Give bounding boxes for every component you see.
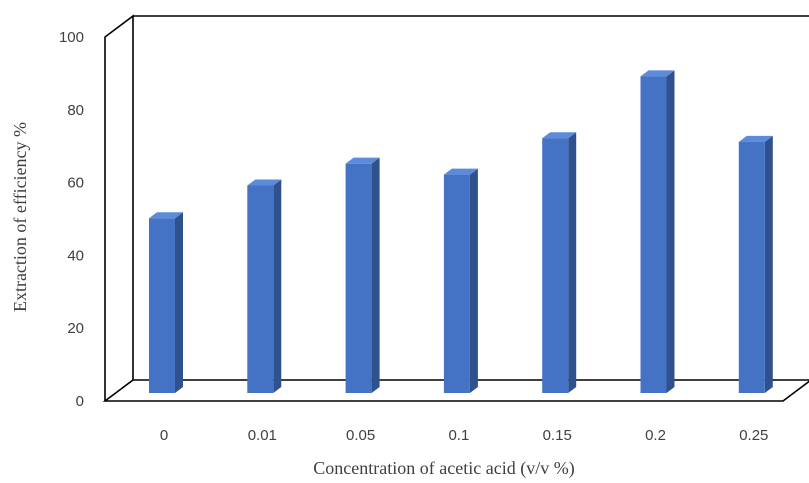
bars	[149, 70, 773, 393]
floor	[102, 379, 809, 402]
bar-front	[738, 141, 765, 393]
x-tick-label: 0.2	[645, 427, 666, 444]
x-tick-label: 0.05	[346, 427, 375, 444]
bar-side	[175, 212, 183, 393]
y-tick-label: 20	[67, 320, 84, 337]
y-axis-title: Extraction of efficiency %	[10, 122, 30, 312]
left-wall	[104, 14, 134, 401]
bar-front	[345, 163, 372, 393]
bar	[542, 132, 577, 393]
x-tick-label: 0.01	[248, 427, 277, 444]
bar-top	[738, 135, 773, 142]
bar-top	[247, 179, 282, 186]
bar-front	[640, 76, 667, 393]
x-tick-label: 0.1	[448, 427, 469, 444]
bar-front	[542, 138, 569, 393]
bar-top	[345, 157, 380, 164]
bar	[247, 179, 282, 393]
bar	[443, 168, 478, 393]
bar-front	[443, 174, 470, 393]
bar-side	[371, 157, 380, 393]
bar	[149, 212, 183, 393]
x-tick-label: 0.15	[543, 427, 572, 444]
x-tick-label: 0.25	[739, 427, 768, 444]
y-tick-label: 40	[67, 247, 84, 264]
bar	[738, 135, 773, 393]
x-axis-title: Concentration of acetic acid (v/v %)	[313, 458, 574, 479]
bar-top	[443, 168, 478, 175]
bar	[345, 157, 380, 393]
y-tick-label: 0	[76, 393, 84, 410]
x-tick-label: 0	[160, 427, 168, 444]
bar	[640, 70, 675, 393]
x-axis-ticks: 0 0.01 0.05 0.1 0.15 0.2 0.25	[160, 427, 769, 444]
bar-top	[542, 132, 577, 139]
y-tick-label: 60	[67, 175, 84, 192]
bar-side	[568, 132, 577, 393]
bar-side	[764, 135, 773, 393]
bar-side	[666, 70, 675, 393]
bar-top	[149, 212, 183, 219]
bar-front	[247, 185, 274, 393]
bar-top	[640, 70, 675, 77]
y-tick-label: 80	[67, 102, 84, 119]
y-tick-label: 100	[59, 29, 84, 46]
y-axis-ticks: 0 20 40 60 80 100	[59, 29, 84, 410]
bar-front	[149, 218, 175, 393]
bar-side	[273, 179, 282, 393]
chart-frame	[102, 14, 809, 402]
bar-side	[469, 168, 478, 393]
